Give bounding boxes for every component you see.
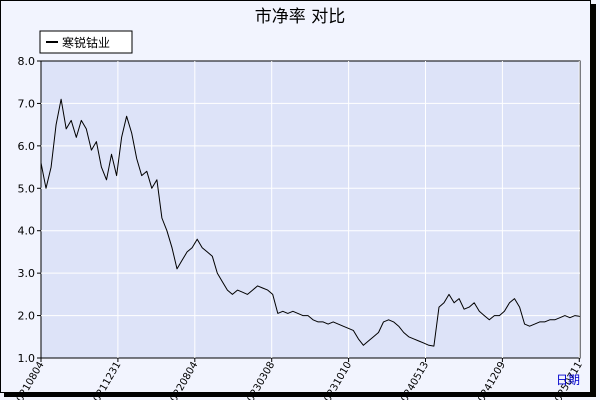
series-layer [40, 98, 581, 347]
y-axis: 1.0 2.0 3.0 4.0 5.0 6.0 7.0 8.0 [18, 55, 41, 365]
x-axis-corner-label: 日期 [556, 373, 580, 387]
y-tick-label: 4.0 [18, 225, 36, 238]
legend-box [39, 30, 133, 54]
legend: 寒锐钴业 [39, 30, 133, 54]
series-line [40, 98, 581, 347]
y-tick-label: 7.0 [18, 97, 36, 110]
y-tick-label: 2.0 [18, 310, 36, 323]
frame-shadow-bottom [4, 393, 596, 397]
y-tick-label: 1.0 [18, 352, 36, 365]
legend-label: 寒锐钴业 [62, 35, 110, 50]
chart-title: 市净率 对比 [255, 7, 345, 27]
y-tick-label: 6.0 [18, 140, 36, 153]
frame-shadow-right [591, 4, 596, 396]
chart-frame [0, 0, 591, 393]
y-tick-label: 5.0 [18, 182, 36, 195]
y-tick-label: 3.0 [18, 267, 36, 280]
grid-lines [41, 61, 580, 358]
plot-area [40, 60, 581, 359]
y-tick-label: 8.0 [18, 55, 36, 68]
